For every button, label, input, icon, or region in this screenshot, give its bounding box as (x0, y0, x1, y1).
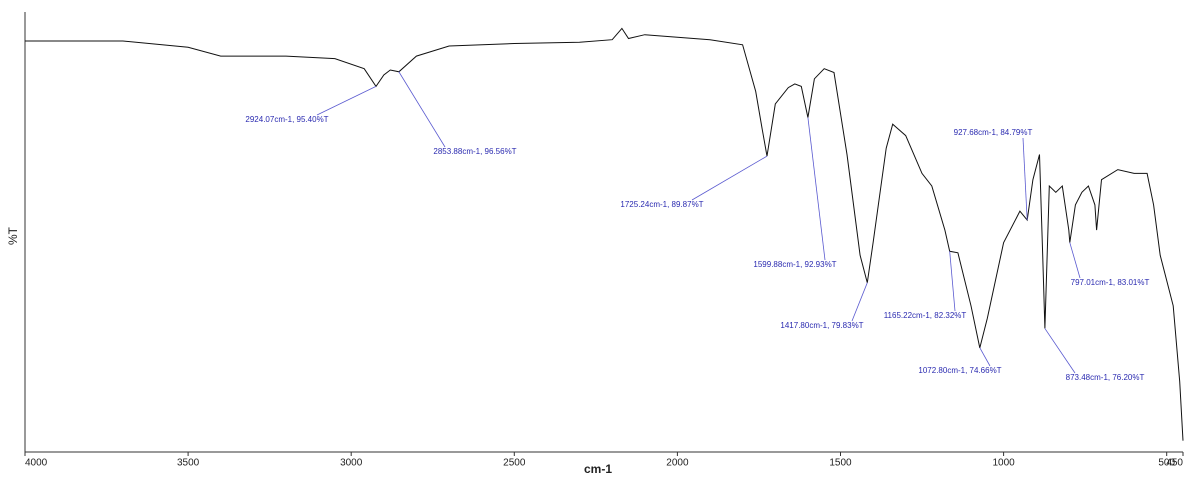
annotation: 1072.80cm-1, 74.66%T (918, 366, 1001, 375)
leader-line (1022, 137, 1028, 221)
leader-line (949, 251, 956, 312)
annotation: 1417.80cm-1, 79.83%T (780, 321, 863, 330)
x-axis-label: cm-1 (584, 462, 612, 476)
x-tick-label: 2500 (503, 458, 526, 469)
annotation: 1165.22cm-1, 82.32%T (884, 311, 967, 320)
annotation: 1599.88cm-1, 92.93%T (753, 260, 836, 269)
x-tick-label: 3500 (177, 458, 200, 469)
leader-line (398, 71, 446, 148)
x-tick-label: 450 (1166, 458, 1183, 469)
leader-line (851, 282, 868, 322)
x-tick-label: 1500 (829, 458, 852, 469)
annotation: 873.48cm-1, 76.20%T (1066, 373, 1145, 382)
leader-line (316, 86, 377, 116)
annotation: 1725.24cm-1, 89.87%T (620, 200, 703, 209)
leader-line (1069, 242, 1081, 279)
x-tick-label: 3000 (340, 458, 363, 469)
leader-line (691, 155, 768, 201)
x-tick-label: 2000 (666, 458, 689, 469)
leader-line (979, 347, 991, 367)
x-tick-label: 1000 (992, 458, 1015, 469)
leader-line (807, 117, 826, 261)
annotation: 2924.07cm-1, 95.40%T (245, 115, 328, 124)
x-tick-label: 500 (1158, 458, 1175, 469)
annotation: 2853.88cm-1, 96.56%T (433, 147, 516, 156)
annotation: 797.01cm-1, 83.01%T (1071, 278, 1150, 287)
y-axis-label: %T (6, 226, 20, 245)
leader-line (1044, 328, 1076, 374)
x-tick-label: 4000 (25, 458, 48, 469)
annotation: 927.68cm-1, 84.79%T (954, 128, 1033, 137)
spectrum-line (25, 27, 1184, 441)
